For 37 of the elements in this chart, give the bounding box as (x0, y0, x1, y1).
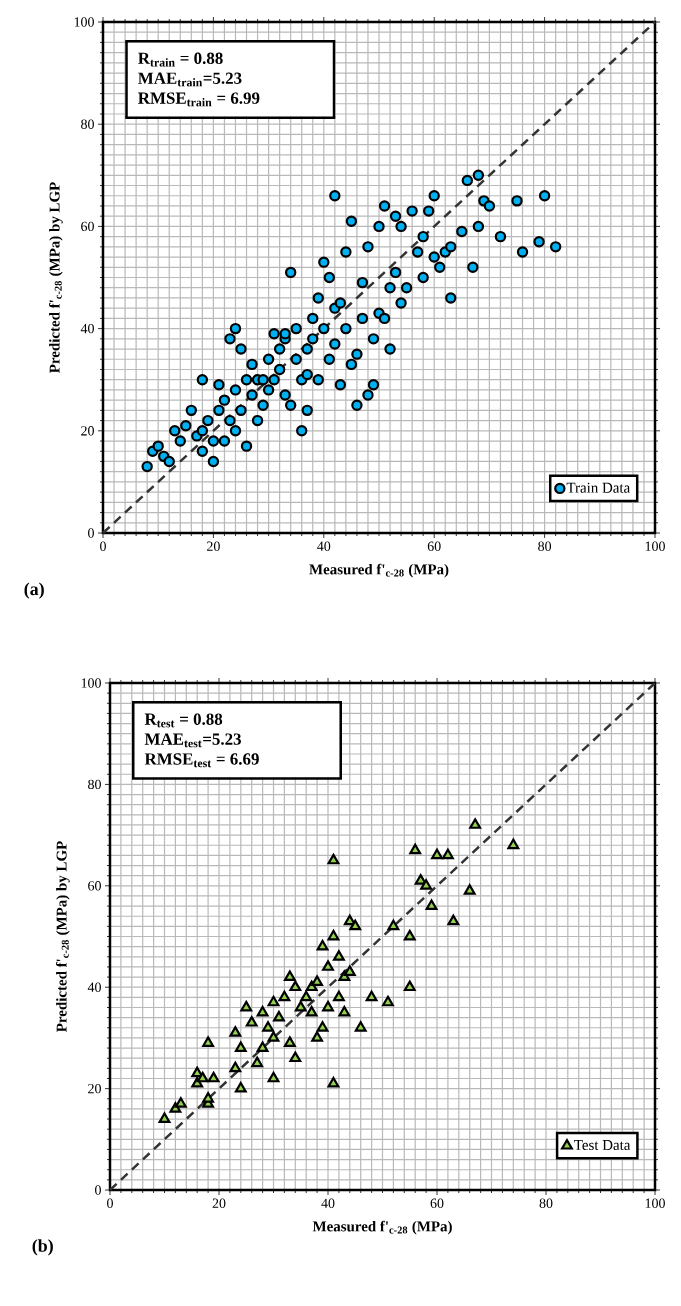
text: (a) (24, 582, 44, 599)
x-tick-label: 60 (427, 541, 441, 551)
x-tick-label: 20 (207, 541, 220, 551)
y-tick-label: 80 (81, 119, 94, 129)
legend-label: Train Data (566, 482, 630, 493)
x-tick-label: 80 (538, 541, 552, 551)
y-axis-title: Predicted f'$_{c-28}$ (MPa) by LGP (55, 841, 70, 1032)
annotation: MAE$_{train}$=5.23 (138, 72, 242, 87)
y-tick-label: 60 (81, 221, 94, 232)
x-axis-title: Measured f'$_{c-28}$ (MPa) (309, 563, 449, 578)
x-tick-label: 100 (645, 1198, 665, 1208)
annotation: R$_{test}$ = 0.88 (144, 713, 223, 728)
text: (b) (32, 1239, 53, 1256)
y-tick-label: 80 (88, 779, 101, 790)
y-tick-label: 100 (81, 678, 101, 688)
annotation: RMSE$_{train}$ = 6.99 (138, 92, 260, 107)
y-tick-label: 20 (81, 426, 94, 436)
x-axis-title: Measured f'$_{c-28}$ (MPa) (312, 1220, 452, 1235)
x-tick-label: 40 (317, 541, 331, 551)
annotation: MAE$_{test}$=5.23 (144, 733, 241, 748)
x-tick-label: 100 (645, 541, 665, 551)
y-tick-label: 20 (88, 1083, 101, 1094)
legend-label: Test Data (574, 1140, 631, 1150)
x-tick-label: 60 (430, 1198, 444, 1208)
annotation: R$_{train}$ = 0.88 (138, 52, 223, 67)
x-tick-label: 0 (107, 1198, 113, 1208)
y-tick-label: 100 (74, 17, 94, 27)
y-tick-label: 40 (80, 323, 94, 334)
x-tick-label: 80 (539, 1198, 553, 1208)
y-tick-label: 60 (88, 881, 101, 891)
x-tick-label: 20 (212, 1198, 226, 1208)
x-tick-label: 40 (321, 1198, 335, 1208)
y-tick-label: 0 (95, 1185, 101, 1195)
y-tick-label: 40 (87, 982, 101, 992)
annotation: RMSE$_{test}$ = 6.69 (144, 753, 259, 768)
y-axis-title: Predicted f'$_{c-28}$ (MPa) by LGP (48, 182, 63, 373)
y-tick-label: 0 (88, 528, 94, 538)
